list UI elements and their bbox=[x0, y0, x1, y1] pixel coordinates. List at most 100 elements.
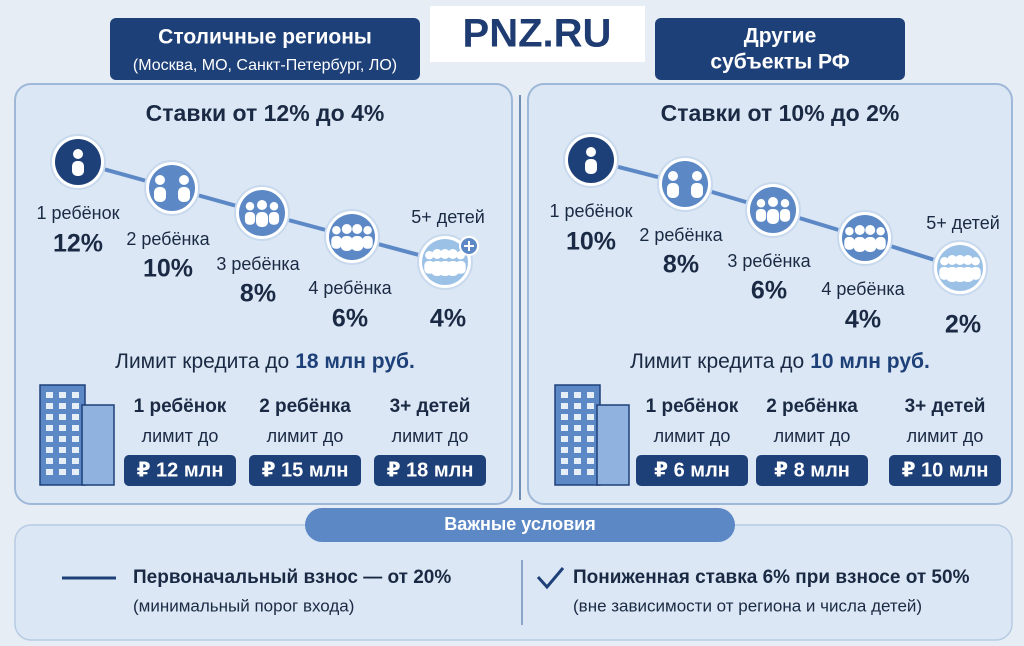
person-head bbox=[352, 224, 363, 234]
person-body bbox=[351, 236, 364, 251]
condition-note: (минимальный порог входа) bbox=[133, 596, 354, 615]
person-head bbox=[586, 147, 596, 157]
window bbox=[72, 425, 79, 431]
step-icon bbox=[662, 161, 708, 207]
limit-amount: ₽ 15 млн bbox=[262, 459, 349, 481]
step-icon bbox=[149, 165, 195, 211]
person-body bbox=[667, 183, 679, 198]
window bbox=[46, 436, 53, 442]
person-head bbox=[940, 256, 949, 266]
step bbox=[932, 240, 988, 296]
person-head bbox=[269, 201, 279, 211]
limit-heading: Лимит кредита до 18 млн руб. bbox=[115, 350, 415, 373]
person-body bbox=[340, 236, 353, 251]
amount-box bbox=[636, 455, 748, 486]
window bbox=[46, 458, 53, 464]
person-body bbox=[331, 236, 342, 249]
person-body bbox=[767, 209, 779, 224]
step bbox=[50, 134, 106, 190]
limit-text: Лимит кредита до bbox=[115, 350, 289, 373]
person-head bbox=[876, 226, 885, 236]
step-label: 3 ребёнка bbox=[727, 251, 811, 271]
step bbox=[745, 182, 801, 238]
step-label: 1 ребёнок bbox=[550, 201, 633, 221]
limit-heading: Лимит кредита до 10 млн руб. bbox=[630, 350, 930, 373]
window bbox=[574, 425, 581, 431]
window bbox=[72, 447, 79, 453]
window bbox=[46, 469, 53, 475]
person-head bbox=[425, 250, 434, 260]
step-label: 4 ребёнка bbox=[308, 278, 392, 298]
window bbox=[574, 403, 581, 409]
panel-title: Другие bbox=[744, 25, 817, 48]
logo: PNZ.RU bbox=[463, 12, 612, 56]
limit-amount: ₽ 12 млн bbox=[137, 459, 224, 481]
person-head bbox=[947, 255, 958, 265]
person-head bbox=[668, 171, 678, 181]
conditions-pill bbox=[305, 508, 735, 542]
window bbox=[46, 447, 53, 453]
amount-box bbox=[889, 455, 1001, 486]
panel-title: Столичные регионы bbox=[158, 26, 372, 49]
window bbox=[561, 425, 568, 431]
person-body bbox=[691, 183, 703, 198]
step bbox=[657, 156, 713, 212]
amount-box bbox=[124, 455, 236, 486]
person-head bbox=[440, 249, 450, 259]
limit-amount: ₽ 10 млн bbox=[902, 459, 989, 481]
person-head bbox=[854, 225, 865, 235]
step-rate: 8% bbox=[240, 280, 276, 308]
limit-text: Лимит кредита до bbox=[630, 350, 804, 373]
person-body bbox=[585, 159, 597, 174]
step-label: 2 ребёнка bbox=[126, 229, 210, 249]
building-icon bbox=[554, 384, 630, 486]
rates-heading: Ставки от 12% до 4% bbox=[146, 100, 385, 126]
window bbox=[59, 458, 66, 464]
person-body bbox=[853, 237, 866, 252]
person-head bbox=[73, 149, 83, 159]
step-rate: 4% bbox=[430, 305, 466, 333]
step bbox=[563, 132, 619, 188]
step-rate: 10% bbox=[566, 228, 616, 256]
person-body bbox=[72, 161, 84, 176]
limit-label: 2 ребёнка bbox=[766, 396, 858, 417]
person-head bbox=[955, 255, 965, 265]
limit-label: 3+ детей bbox=[905, 396, 986, 417]
window bbox=[587, 403, 594, 409]
person-body bbox=[455, 261, 466, 274]
person-head bbox=[865, 225, 876, 235]
person-body bbox=[244, 212, 256, 225]
person-head bbox=[971, 256, 980, 266]
condition-title: Первоначальный взнос — от 20% bbox=[133, 567, 451, 588]
window bbox=[46, 414, 53, 420]
window bbox=[587, 425, 594, 431]
logo-box bbox=[430, 6, 645, 62]
window bbox=[561, 392, 568, 398]
window bbox=[574, 392, 581, 398]
limit-sub: лимит до bbox=[267, 426, 344, 446]
person-head bbox=[692, 171, 702, 181]
limit-sub: лимит до bbox=[907, 426, 984, 446]
rates-heading: Ставки от 10% до 2% bbox=[661, 100, 900, 126]
window bbox=[561, 403, 568, 409]
limit-value: 10 млн руб. bbox=[810, 350, 930, 373]
person-head bbox=[363, 225, 372, 235]
person-head bbox=[179, 175, 189, 185]
window bbox=[59, 436, 66, 442]
step bbox=[144, 160, 200, 216]
window bbox=[574, 436, 581, 442]
window bbox=[59, 414, 66, 420]
person-body bbox=[864, 237, 877, 252]
step-rate: 8% bbox=[663, 251, 699, 279]
person-head bbox=[332, 225, 341, 235]
person-head bbox=[257, 200, 267, 210]
person-head bbox=[245, 201, 255, 211]
person-head bbox=[845, 226, 854, 236]
amount-box bbox=[374, 455, 486, 486]
person-head bbox=[155, 175, 165, 185]
window bbox=[59, 403, 66, 409]
window bbox=[72, 403, 79, 409]
window bbox=[59, 392, 66, 398]
step-label: 5+ детей bbox=[926, 213, 1000, 233]
